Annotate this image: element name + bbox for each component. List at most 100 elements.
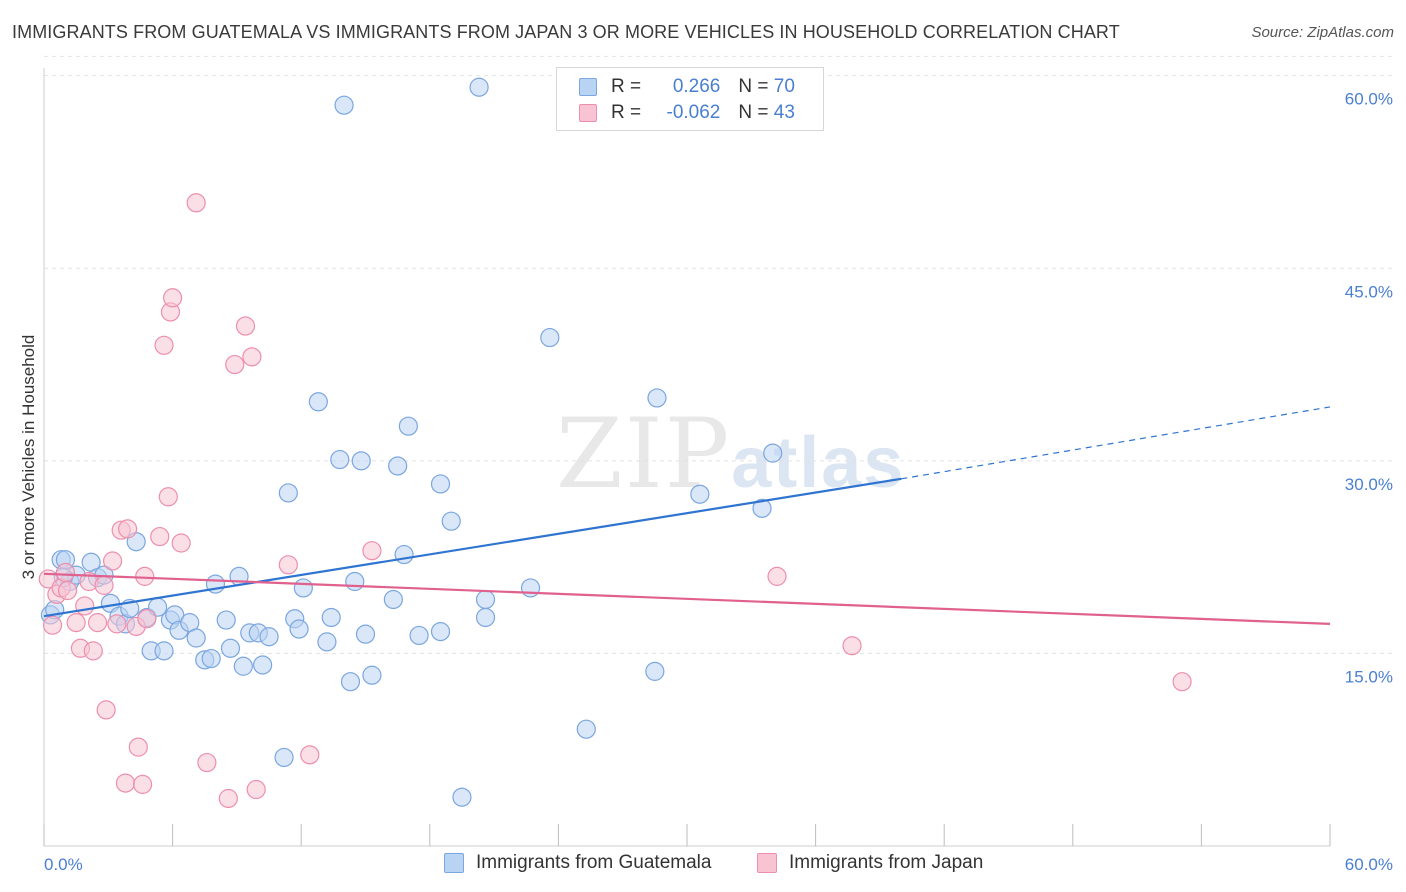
series-layer (38, 77, 1192, 809)
data-point-japan (87, 613, 108, 633)
data-point-guatemala (355, 624, 376, 644)
data-point-japan (83, 641, 103, 661)
data-point-guatemala (362, 665, 382, 685)
legend-r-value: 0.266 (672, 76, 721, 97)
data-point-guatemala (763, 443, 783, 463)
watermark-atlas: atlas (731, 423, 906, 503)
data-point-japan (242, 347, 262, 367)
x-tick-label: 0.0% (44, 855, 83, 874)
data-point-japan (132, 774, 153, 794)
legend-r-label: R = (611, 76, 647, 97)
data-point-guatemala (351, 451, 371, 471)
data-point-japan (137, 609, 157, 629)
trend-line-guatemala (43, 477, 902, 618)
data-point-guatemala (383, 589, 403, 610)
bottom-legend-guatemala[interactable]: Immigrants from Guatemala (444, 852, 711, 874)
data-point-guatemala (409, 625, 429, 646)
data-point-japan (163, 288, 183, 308)
x-tick-label: 60.0% (1345, 855, 1393, 874)
data-point-japan (197, 752, 217, 773)
data-point-japan (1172, 672, 1192, 692)
y-tick-label: 15.0% (1345, 667, 1393, 686)
y-axis-label: 3 or more Vehicles in Household (19, 335, 38, 580)
data-point-japan (42, 615, 63, 635)
data-point-guatemala (220, 638, 241, 658)
data-point-japan (66, 613, 86, 633)
data-point-japan (171, 533, 191, 553)
data-point-japan (115, 773, 136, 793)
data-point-japan (246, 779, 266, 800)
data-point-guatemala (154, 641, 174, 661)
data-point-guatemala (216, 610, 236, 630)
legend-swatch-japan (579, 104, 597, 122)
data-point-japan (128, 737, 148, 757)
legend-label-japan: Immigrants from Japan (789, 852, 984, 873)
data-point-guatemala (647, 388, 667, 408)
data-point-japan (75, 596, 95, 616)
data-point-guatemala (334, 95, 354, 115)
data-point-guatemala (475, 607, 496, 628)
series-japan (38, 193, 1192, 809)
data-point-guatemala (520, 578, 541, 598)
data-point-japan (842, 636, 862, 656)
trend-line-japan (43, 572, 1331, 625)
data-point-guatemala (430, 474, 451, 494)
legend-swatch-guatemala (444, 853, 464, 873)
data-point-guatemala (330, 449, 350, 470)
data-point-guatemala (398, 416, 418, 436)
trend-layer (43, 406, 1331, 625)
legend-swatch-japan (757, 853, 777, 873)
data-point-guatemala (645, 661, 665, 681)
data-point-guatemala (469, 77, 489, 97)
data-point-guatemala (278, 483, 298, 503)
data-point-guatemala (293, 578, 313, 598)
data-point-guatemala (345, 571, 365, 592)
data-point-japan (186, 193, 206, 213)
y-tick-label: 45.0% (1345, 282, 1393, 301)
data-point-guatemala (233, 656, 253, 676)
data-point-guatemala (201, 648, 221, 669)
legend-r-label: R = (611, 102, 647, 123)
data-point-guatemala (289, 619, 309, 639)
data-point-japan (102, 551, 123, 571)
data-point-japan (94, 575, 114, 595)
data-point-japan (158, 487, 178, 507)
data-point-japan (767, 566, 787, 586)
axis-layer (43, 68, 1331, 847)
legend-n-label: N = (738, 102, 774, 123)
data-point-guatemala (441, 511, 461, 531)
legend-label-guatemala: Immigrants from Guatemala (476, 852, 712, 873)
data-point-guatemala (388, 456, 408, 476)
data-point-japan (218, 788, 238, 809)
chart-title: IMMIGRANTS FROM GUATEMALA VS IMMIGRANTS … (12, 22, 1120, 42)
data-point-guatemala (394, 544, 414, 565)
data-point-japan (235, 316, 256, 336)
data-point-guatemala (452, 787, 472, 807)
data-point-guatemala (253, 655, 273, 675)
bottom-legend-japan[interactable]: Immigrants from Japan (757, 852, 983, 874)
data-point-japan (300, 745, 320, 765)
legend-swatch-guatemala (579, 78, 597, 96)
legend-r-value: -0.062 (666, 102, 721, 123)
legend-n-value: 70 (773, 76, 795, 97)
data-point-guatemala (186, 628, 206, 648)
correlation-legend: R = 0.266 N = 70 R = -0.062 N = 43 (556, 67, 824, 131)
data-point-japan (117, 519, 138, 539)
data-point-guatemala (274, 747, 294, 768)
source-credit: Source: ZipAtlas.com (1251, 24, 1394, 41)
data-point-japan (225, 354, 245, 375)
data-point-japan (362, 541, 382, 561)
data-point-japan (55, 562, 76, 583)
data-point-guatemala (690, 484, 710, 504)
data-point-guatemala (340, 672, 361, 692)
data-point-guatemala (317, 632, 337, 652)
legend-row-guatemala: R = 0.266 N = 70 (579, 75, 795, 99)
data-point-guatemala (475, 589, 496, 610)
y-tick-label: 30.0% (1345, 475, 1393, 494)
label-layer: 15.0% 30.0% 45.0% 60.0% 0.0% 60.0% 3 or more V… (19, 90, 1393, 874)
series-guatemala (40, 77, 783, 807)
data-point-japan (107, 614, 127, 634)
data-point-japan (96, 700, 116, 720)
data-point-guatemala (321, 607, 341, 628)
